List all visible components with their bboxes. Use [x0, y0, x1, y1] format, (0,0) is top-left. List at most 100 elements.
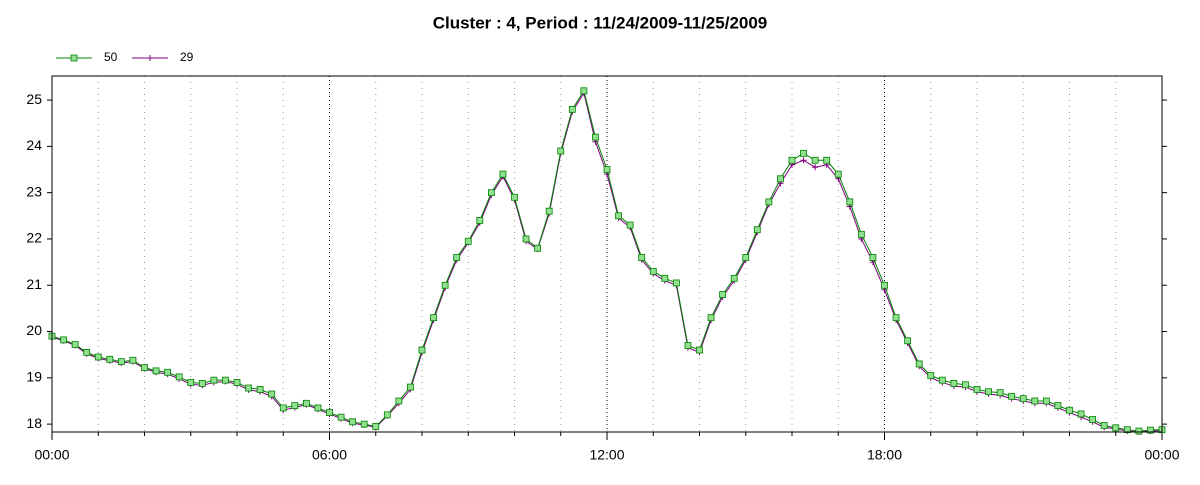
legend-label: 50 [104, 50, 118, 64]
point [245, 384, 252, 392]
point [800, 149, 807, 157]
point [1008, 392, 1016, 400]
point [857, 230, 865, 238]
point [996, 389, 1004, 397]
point [938, 376, 946, 384]
y-tick-label: 21 [26, 276, 42, 292]
point [430, 314, 437, 322]
point [719, 291, 727, 298]
point [279, 404, 287, 412]
point [106, 355, 114, 363]
point [1019, 395, 1027, 403]
chart-title: Cluster : 4, Period : 11/24/2009-11/25/2… [433, 13, 768, 32]
point [395, 397, 403, 405]
x-tick-label: 00:00 [1144, 447, 1179, 463]
point [869, 254, 877, 261]
point [210, 376, 218, 384]
point [1147, 426, 1154, 434]
point [407, 383, 414, 391]
point [603, 166, 611, 173]
point [985, 388, 992, 396]
x-tick-label: 12:00 [589, 447, 624, 463]
y-tick-label: 24 [26, 137, 42, 153]
y-tick-label: 20 [26, 322, 42, 338]
point [383, 411, 391, 419]
point [904, 337, 912, 345]
point [973, 386, 981, 393]
point [661, 274, 669, 282]
point [441, 281, 449, 289]
point [962, 381, 969, 389]
point [707, 314, 715, 322]
point [534, 244, 542, 252]
point [129, 356, 137, 364]
point [164, 368, 172, 376]
point [1112, 424, 1120, 432]
point [453, 254, 461, 261]
point [1135, 427, 1143, 435]
point [950, 379, 958, 387]
point [730, 274, 738, 282]
point [1066, 406, 1073, 414]
point [1042, 397, 1050, 405]
point [881, 281, 888, 289]
point [94, 353, 102, 361]
point [326, 409, 333, 416]
point [545, 207, 553, 215]
point [811, 156, 819, 164]
point [927, 372, 935, 379]
point [337, 413, 345, 421]
point [812, 164, 819, 171]
point [302, 399, 310, 407]
legend-marker [147, 55, 153, 61]
point [349, 418, 357, 426]
point [198, 379, 206, 387]
point [268, 390, 276, 398]
point [696, 346, 703, 354]
point [1077, 410, 1085, 418]
point [476, 217, 484, 224]
point [117, 358, 125, 366]
point [511, 193, 518, 201]
point [83, 348, 91, 356]
point [1100, 422, 1108, 429]
point [788, 156, 796, 164]
point [152, 367, 160, 375]
point [672, 279, 680, 287]
x-tick-label: 00:00 [34, 447, 69, 463]
point [360, 420, 368, 428]
point [615, 212, 622, 220]
point [649, 267, 657, 275]
point [592, 133, 599, 141]
point [684, 342, 692, 349]
point [314, 404, 322, 412]
point [464, 237, 472, 245]
point [222, 376, 229, 384]
point [175, 373, 183, 381]
point [233, 379, 241, 386]
point [638, 254, 646, 261]
point [418, 346, 426, 354]
y-tick-label: 19 [26, 369, 42, 385]
legend-label: 29 [180, 50, 194, 64]
point [823, 156, 831, 164]
point [187, 379, 195, 386]
point [800, 157, 807, 164]
point [568, 105, 576, 113]
point [915, 360, 923, 368]
point [256, 386, 264, 393]
plot [48, 87, 1166, 435]
legend-marker [70, 54, 78, 62]
point [1054, 402, 1062, 410]
point [141, 364, 148, 372]
y-tick-label: 23 [26, 183, 42, 199]
point [834, 170, 842, 178]
point [522, 235, 530, 243]
point [626, 221, 634, 229]
point [1089, 416, 1097, 423]
plot-frame [51, 75, 1163, 433]
x-tick-label: 06:00 [312, 447, 347, 463]
point [291, 402, 299, 410]
